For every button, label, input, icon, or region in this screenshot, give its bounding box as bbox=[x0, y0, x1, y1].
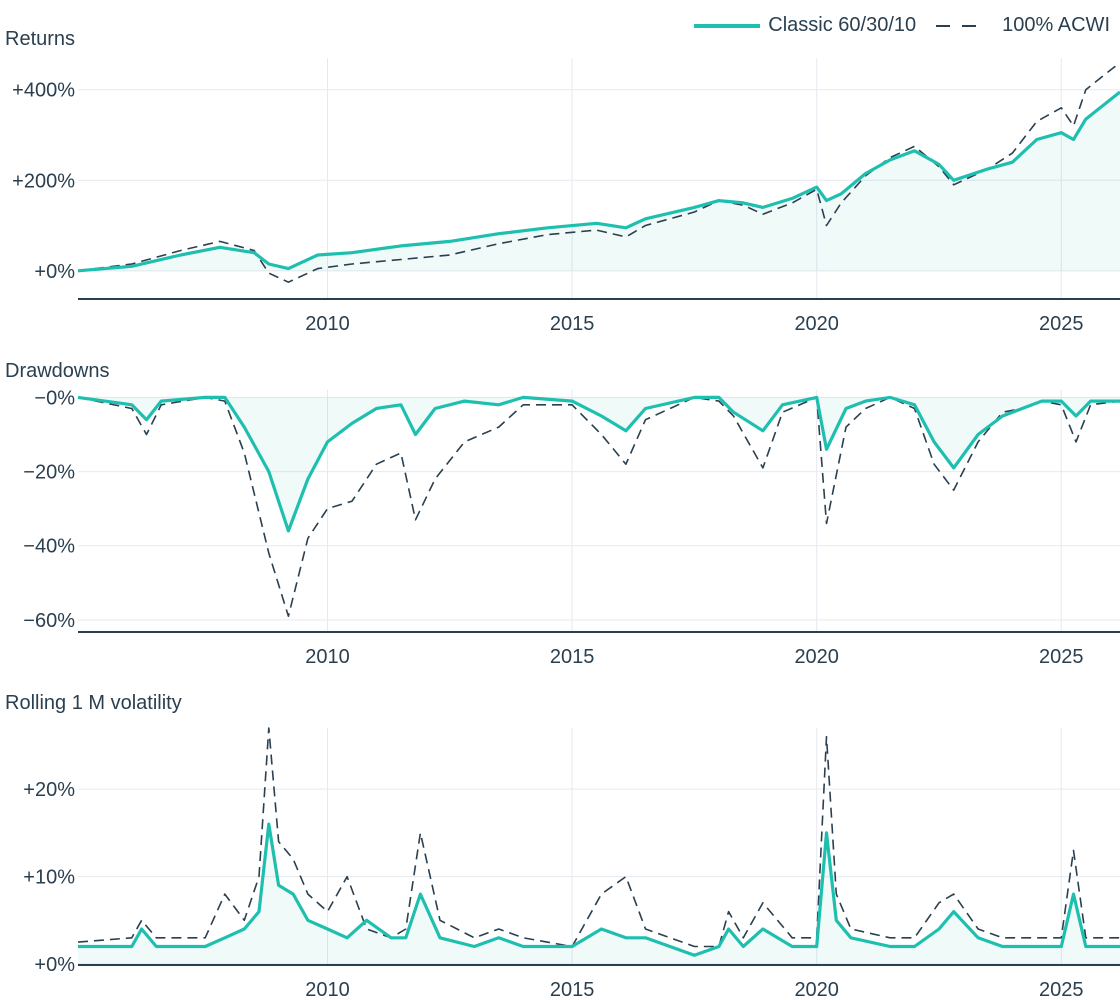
panel-drawdowns: −0% −20% −40% −60% 2010 2015 2020 2025 bbox=[23, 387, 1120, 668]
series-line-acwi-returns bbox=[77, 61, 1120, 283]
area-fill-returns bbox=[78, 92, 1120, 271]
panel-title-drawdowns: Drawdowns bbox=[5, 360, 110, 382]
legend-item-acwi[interactable]: 100% ACWI bbox=[936, 14, 1110, 37]
series-line-classic-volatility bbox=[78, 822, 1120, 957]
x-tick-label: 2015 bbox=[550, 313, 595, 335]
x-tick-label: 2015 bbox=[550, 646, 595, 668]
x-tick-label: 2010 bbox=[305, 646, 350, 668]
y-tick-label: −40% bbox=[23, 536, 75, 558]
x-tick-label: 2015 bbox=[550, 979, 595, 1000]
y-tick-label: +10% bbox=[23, 867, 75, 889]
series-line-classic-drawdowns bbox=[77, 395, 1120, 533]
chart-legend: Classic 60/30/10 100% ACWI bbox=[674, 14, 1110, 37]
legend-item-classic[interactable]: Classic 60/30/10 bbox=[694, 14, 916, 37]
legend-swatch-dashed bbox=[936, 24, 989, 27]
panel-volatility: +0% +10% +20% 2010 2015 2020 2025 bbox=[23, 727, 1120, 1000]
y-tick-label: +200% bbox=[12, 170, 75, 192]
y-tick-label: −0% bbox=[34, 387, 75, 409]
panel-title-returns: Returns bbox=[5, 28, 76, 50]
legend-label-acwi: 100% ACWI bbox=[1002, 14, 1110, 36]
y-tick-label: −20% bbox=[23, 462, 75, 484]
y-tick-label: −60% bbox=[23, 610, 75, 632]
x-tick-label: 2010 bbox=[305, 313, 350, 335]
series-line-acwi-volatility bbox=[77, 727, 1120, 948]
area-fill-drawdowns bbox=[78, 397, 1120, 531]
panel-returns: +0% +200% +400% 2010 2015 2020 2025 bbox=[12, 58, 1120, 335]
y-tick-label: +0% bbox=[34, 261, 75, 283]
x-tick-label: 2025 bbox=[1039, 979, 1084, 1000]
x-tick-label: 2020 bbox=[794, 979, 839, 1000]
y-tick-label: +20% bbox=[23, 779, 75, 801]
panel-title-volatility: Rolling 1 M volatility bbox=[5, 692, 182, 714]
x-tick-label: 2010 bbox=[305, 979, 350, 1000]
legend-label-classic: Classic 60/30/10 bbox=[768, 14, 917, 36]
y-tick-label: +400% bbox=[12, 80, 75, 102]
x-tick-label: 2025 bbox=[1039, 646, 1084, 668]
legend-swatch-solid bbox=[694, 23, 761, 28]
x-tick-label: 2025 bbox=[1039, 313, 1084, 335]
y-tick-label: +0% bbox=[34, 954, 75, 976]
x-tick-label: 2020 bbox=[794, 313, 839, 335]
area-fill-volatility bbox=[78, 824, 1120, 964]
series-line-classic-returns bbox=[77, 90, 1120, 273]
series-line-acwi-drawdowns bbox=[77, 396, 1120, 617]
x-tick-label: 2020 bbox=[794, 646, 839, 668]
